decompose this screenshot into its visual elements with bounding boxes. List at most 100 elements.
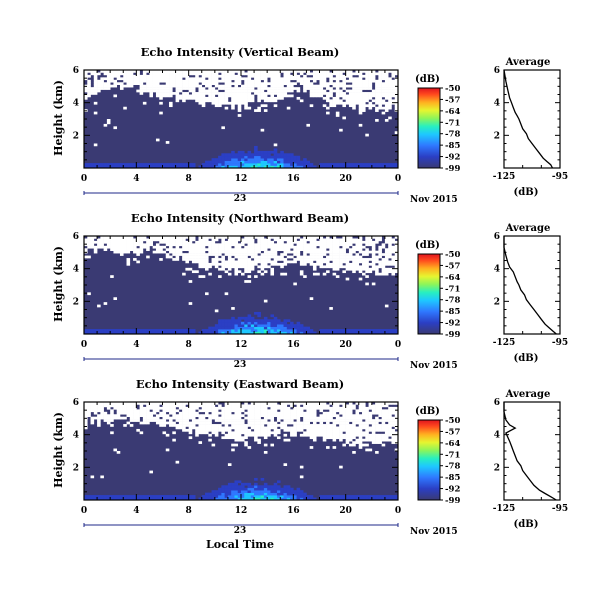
heatmap-cell bbox=[339, 248, 343, 251]
heatmap-cell bbox=[241, 326, 245, 330]
heatmap-cell bbox=[182, 428, 186, 432]
heatmap-cell bbox=[172, 236, 176, 239]
heatmap-cell bbox=[322, 96, 327, 100]
heatmap-cell bbox=[214, 70, 219, 73]
heatmap-cell bbox=[175, 248, 180, 251]
heatmap-cell bbox=[195, 406, 199, 410]
heatmap-cell bbox=[133, 82, 137, 85]
heatmap-cell bbox=[365, 411, 369, 415]
heatmap-cell bbox=[169, 240, 173, 244]
heatmap-cell bbox=[273, 487, 278, 491]
heatmap-cell bbox=[384, 267, 389, 271]
heatmap-cell bbox=[270, 160, 275, 164]
heatmap-cell bbox=[280, 416, 284, 420]
heatmap-cell bbox=[169, 70, 173, 73]
heatmap-cell bbox=[191, 329, 196, 332]
heatmap-cell bbox=[247, 409, 252, 413]
heatmap-cell bbox=[306, 406, 310, 410]
heatmap-cell bbox=[312, 402, 317, 405]
heatmap-cell bbox=[211, 89, 216, 93]
heatmap-cell bbox=[247, 414, 252, 417]
heatmap-cell bbox=[312, 267, 317, 271]
heatmap-cell bbox=[205, 82, 209, 85]
heatmap-cell bbox=[345, 277, 350, 281]
heatmap-cell bbox=[237, 411, 242, 415]
heatmap-cell bbox=[191, 245, 196, 249]
heatmap-cell bbox=[152, 250, 157, 254]
heatmap-cell bbox=[133, 240, 137, 244]
heatmap-cell bbox=[237, 250, 242, 254]
heatmap-cell bbox=[254, 331, 258, 335]
heatmap-cell bbox=[172, 329, 176, 332]
heatmap-cell bbox=[191, 238, 196, 242]
heatmap-cell bbox=[263, 265, 268, 269]
heatmap-cell bbox=[198, 238, 203, 242]
heatmap-cell bbox=[241, 316, 245, 320]
heatmap-cell bbox=[113, 250, 118, 254]
heatmap-cell bbox=[231, 443, 235, 447]
heatmap-cell bbox=[175, 255, 180, 259]
heatmap-cell bbox=[198, 275, 203, 278]
heatmap-cell bbox=[84, 255, 88, 259]
heatmap-cell bbox=[169, 424, 173, 427]
heatmap-cell bbox=[267, 158, 271, 161]
heatmap-cell bbox=[214, 238, 219, 242]
heatmap-cell bbox=[309, 262, 314, 266]
heatmap-cell bbox=[342, 411, 346, 415]
heatmap-cell bbox=[214, 92, 219, 95]
heatmap-cell bbox=[221, 77, 225, 81]
heatmap-cell bbox=[155, 404, 160, 408]
heatmap-cell bbox=[250, 253, 255, 256]
heatmap-cell bbox=[257, 255, 261, 259]
heatmap-cell bbox=[198, 258, 203, 261]
heatmap-cell bbox=[394, 96, 399, 100]
heatmap-cell bbox=[116, 414, 121, 417]
heatmap-cell bbox=[303, 404, 307, 408]
heatmap-cell bbox=[159, 96, 163, 100]
heatmap-cell bbox=[306, 84, 310, 88]
heatmap-cell bbox=[384, 70, 389, 73]
heatmap-cell bbox=[388, 411, 392, 415]
heatmap-cell bbox=[224, 414, 229, 417]
heatmap-cell bbox=[241, 240, 245, 244]
heatmap-cell bbox=[296, 89, 301, 93]
heatmap-cell bbox=[319, 419, 324, 422]
heatmap-cell bbox=[375, 406, 379, 410]
heatmap-cell bbox=[348, 414, 353, 417]
heatmap-cell bbox=[136, 163, 140, 166]
heatmap-cell bbox=[234, 416, 239, 420]
heatmap-cell bbox=[208, 428, 212, 432]
heatmap-cell bbox=[322, 495, 327, 498]
heatmap-cell bbox=[234, 443, 239, 447]
heatmap-cell bbox=[267, 96, 271, 100]
heatmap-cell bbox=[205, 497, 209, 501]
heatmap-cell bbox=[309, 404, 314, 408]
heatmap-cell bbox=[136, 238, 140, 242]
heatmap-cell bbox=[90, 163, 95, 166]
heatmap-cell bbox=[257, 421, 261, 425]
heatmap-cell bbox=[306, 409, 310, 413]
heatmap-cell bbox=[231, 158, 235, 161]
heatmap-cell bbox=[394, 419, 399, 422]
heatmap-cell bbox=[218, 329, 222, 332]
heatmap-cell bbox=[365, 163, 369, 166]
heatmap-cell bbox=[329, 419, 333, 422]
heatmap-cell bbox=[309, 248, 314, 251]
heatmap-cell bbox=[335, 262, 340, 266]
heatmap-cell bbox=[293, 490, 297, 493]
heatmap-cell bbox=[316, 404, 320, 408]
heatmap-cell bbox=[234, 84, 239, 88]
heatmap-cell bbox=[348, 497, 353, 501]
heatmap-cell bbox=[329, 265, 333, 269]
heatmap-cell bbox=[329, 426, 333, 430]
heatmap-cell bbox=[355, 101, 360, 105]
heatmap-cell bbox=[136, 329, 140, 332]
heatmap-cell bbox=[155, 495, 160, 498]
heatmap-cell bbox=[126, 329, 131, 332]
heatmap-cell bbox=[241, 424, 245, 427]
month-label: Nov 2015 bbox=[410, 361, 458, 371]
heatmap-cell bbox=[172, 253, 176, 256]
heatmap-cell bbox=[303, 255, 307, 259]
heatmap-cell bbox=[241, 419, 245, 422]
heatmap-cell bbox=[296, 240, 301, 244]
